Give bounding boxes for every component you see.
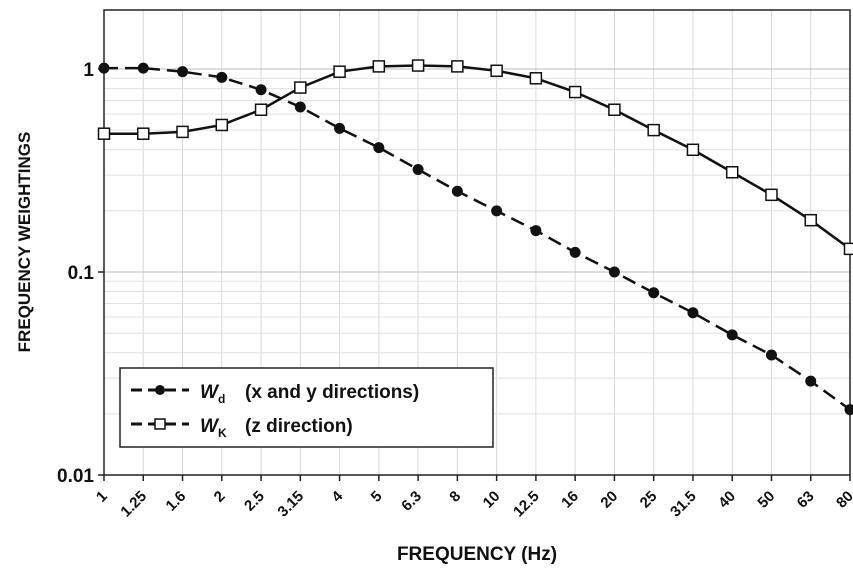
data-point-d [726, 329, 738, 341]
x-tick-label: 1 [93, 488, 111, 506]
data-point-k [568, 85, 582, 99]
series-layer [97, 59, 853, 416]
legend-label-wd: Wd (x and y directions) [200, 382, 419, 406]
x-tick-label: 80 [833, 488, 853, 512]
data-point-k [804, 213, 817, 227]
x-tick-label: 5 [368, 488, 386, 506]
data-point-d [491, 205, 503, 217]
data-point-d [98, 62, 110, 74]
legend-symbol-wd: W [200, 382, 220, 403]
data-point-k [686, 143, 700, 157]
data-point-k [529, 72, 543, 85]
data-point-d [451, 185, 463, 197]
x-tick-label: 4 [328, 487, 346, 505]
legend-suffix-wk: (z direction) [245, 416, 353, 437]
data-point-d [765, 349, 777, 361]
y-ticks: 0.01 0.1 1 [57, 60, 104, 487]
legend-item-wk: WK (z direction) [131, 416, 353, 440]
series-line-k [104, 64, 851, 250]
x-tick-label: 2 [211, 488, 229, 506]
data-point-d [648, 287, 660, 299]
data-point-d [294, 101, 306, 113]
data-point-d [805, 375, 817, 387]
data-point-k [411, 59, 425, 72]
data-point-k [176, 125, 189, 139]
data-point-k [608, 103, 621, 116]
data-point-k [294, 81, 307, 94]
y-tick-label: 1 [83, 60, 94, 81]
data-point-k [137, 127, 150, 140]
x-tick-label: 31.5 [667, 488, 700, 521]
x-tick-label: 20 [597, 488, 621, 512]
plot-frame [103, 9, 851, 476]
data-point-k [333, 65, 346, 78]
legend-suffix-wd: (x and y directions) [245, 382, 419, 403]
data-point-k [765, 188, 778, 202]
data-point-d [608, 266, 620, 278]
data-point-d [687, 307, 699, 319]
data-point-d [334, 122, 346, 134]
x-axis-label: FREQUENCY (Hz) [397, 544, 557, 565]
x-ticks: 1 1.25 1.6 2 2.5 3.15 4 5 6.3 8 10 12.5 16 20 25 31.5 40… [93, 475, 853, 520]
legend-swatch-marker-wd [155, 385, 165, 395]
series-line-d [104, 66, 851, 411]
legend-swatch-marker-wk [154, 418, 166, 430]
data-point-d [412, 163, 424, 175]
x-tick-label: 8 [446, 488, 464, 506]
data-point-d [177, 66, 189, 78]
x-tick-label: 3.15 [274, 488, 307, 521]
data-point-d [255, 84, 267, 96]
data-point-k [215, 118, 229, 132]
x-tick-label: 50 [754, 488, 778, 512]
legend-item-wd: Wd (x and y directions) [131, 382, 419, 406]
data-point-k [97, 127, 111, 140]
legend: Wd (x and y directions) WK (z direction) [119, 367, 494, 448]
legend-label-wk: WK (z direction) [200, 416, 353, 440]
x-tick-label: 40 [715, 488, 739, 512]
x-tick-label: 12.5 [510, 488, 543, 521]
legend-symbol-wk: W [200, 416, 220, 437]
data-point-d [530, 225, 542, 237]
x-tick-label: 1.6 [163, 488, 190, 515]
y-tick-label: 0.01 [57, 466, 94, 487]
y-tick-label: 0.1 [68, 263, 95, 284]
x-tick-label: 63 [794, 488, 818, 512]
data-point-k [725, 166, 739, 179]
data-point-d [844, 404, 853, 416]
data-point-d [373, 142, 385, 154]
data-point-k [490, 64, 503, 78]
legend-subscript-wk: K [218, 426, 227, 440]
x-tick-label: 25 [637, 488, 661, 512]
x-tick-label: 10 [480, 488, 504, 512]
data-point-d [569, 246, 581, 258]
legend-box [119, 367, 494, 448]
data-point-k [254, 103, 268, 116]
data-point-k [843, 242, 853, 256]
x-tick-label: 16 [558, 488, 582, 512]
x-tick-label: 2.5 [241, 488, 268, 515]
data-point-k [372, 60, 386, 73]
data-point-k [647, 123, 660, 137]
data-point-d [137, 62, 149, 74]
legend-subscript-wd: d [218, 392, 225, 406]
x-tick-label: 1.25 [117, 488, 150, 521]
data-point-d [216, 71, 228, 83]
y-axis-label: FREQUENCY WEIGHTINGS [15, 132, 34, 353]
data-point-k [451, 60, 464, 73]
x-tick-label: 6.3 [398, 488, 425, 515]
